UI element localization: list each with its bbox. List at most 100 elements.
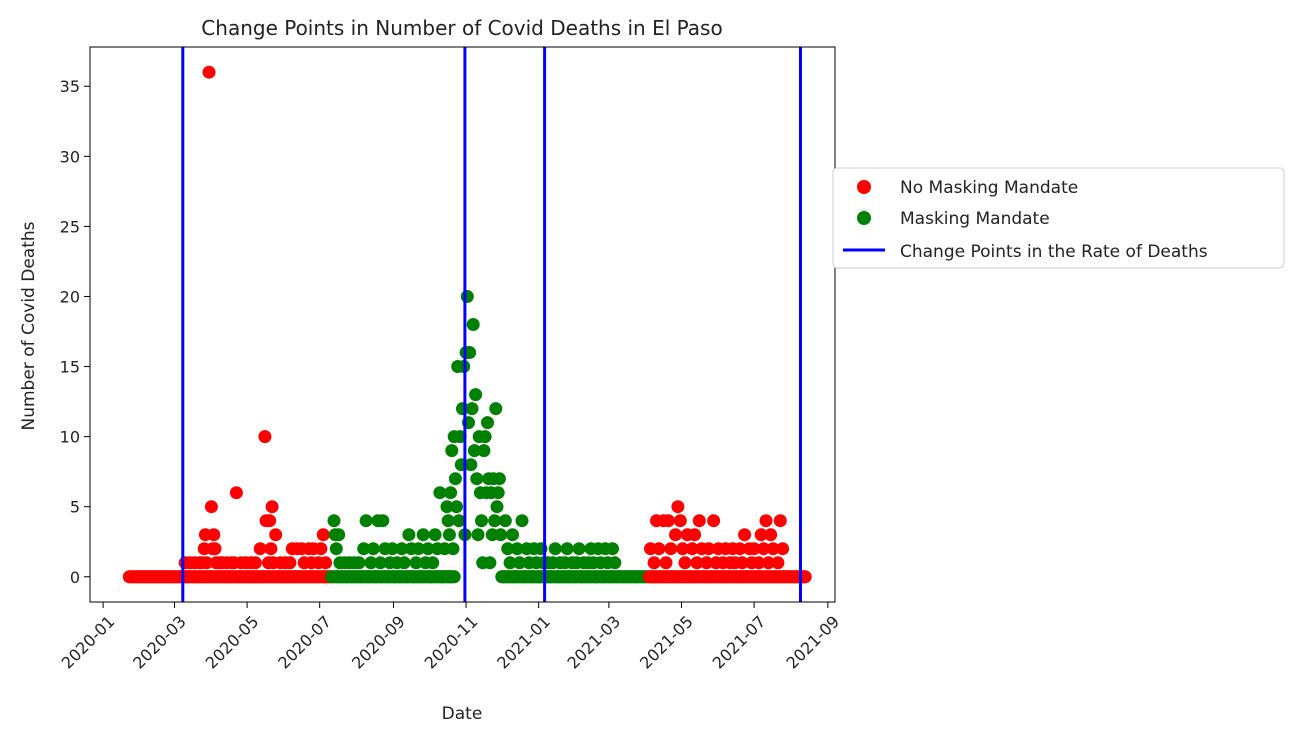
y-axis-label: Number of Covid Deaths bbox=[19, 221, 39, 430]
mask-point bbox=[475, 514, 488, 528]
y-tick-label: 20 bbox=[60, 287, 80, 306]
mask-point bbox=[503, 556, 517, 570]
no-mask-point bbox=[735, 556, 749, 570]
no-mask-point bbox=[263, 514, 277, 528]
mask-point bbox=[440, 500, 454, 514]
no-mask-point bbox=[283, 556, 297, 570]
mask-point bbox=[450, 500, 463, 514]
series-layer bbox=[122, 65, 812, 584]
no-mask-point bbox=[764, 528, 778, 542]
no-mask-point bbox=[688, 528, 702, 542]
no-mask-point bbox=[319, 556, 333, 570]
mask-point bbox=[447, 570, 461, 584]
x-axis-label: Date bbox=[442, 704, 483, 724]
no-mask-point bbox=[676, 542, 690, 556]
no-mask-point bbox=[229, 486, 243, 500]
no-mask-point bbox=[754, 528, 768, 542]
mask-point bbox=[490, 500, 504, 514]
mask-point bbox=[441, 514, 455, 528]
mask-point bbox=[445, 444, 459, 458]
mask-point bbox=[491, 486, 505, 500]
mask-point bbox=[376, 514, 390, 528]
no-mask-point bbox=[647, 556, 661, 570]
mask-point bbox=[452, 514, 466, 528]
no-mask-point bbox=[773, 514, 787, 528]
no-mask-point bbox=[692, 514, 706, 528]
mask-point bbox=[560, 542, 574, 556]
y-tick-label: 15 bbox=[60, 358, 80, 377]
mask-point bbox=[506, 528, 519, 542]
mask-point bbox=[433, 486, 447, 500]
mask-point bbox=[467, 444, 481, 458]
y-axis-ticks: 0 5 10 15 20 25 30 35 bbox=[60, 77, 90, 587]
no-mask-point bbox=[700, 556, 713, 570]
mask-point bbox=[453, 430, 467, 444]
mask-point bbox=[332, 528, 346, 542]
no-mask-point bbox=[314, 542, 328, 556]
mask-point bbox=[498, 514, 512, 528]
no-mask-point bbox=[669, 528, 682, 542]
mask-point bbox=[608, 556, 622, 570]
mask-point bbox=[481, 416, 494, 430]
mask-point bbox=[494, 528, 508, 542]
mask-point bbox=[412, 542, 425, 556]
mask-point bbox=[446, 542, 460, 556]
no-mask-point bbox=[661, 514, 675, 528]
no-mask-point bbox=[207, 528, 221, 542]
y-tick-label: 10 bbox=[60, 428, 80, 447]
legend: No Masking Mandate Masking Mandate Chang… bbox=[832, 167, 1285, 269]
mask-point bbox=[385, 542, 399, 556]
mask-point bbox=[364, 556, 378, 570]
mask-point bbox=[442, 528, 456, 542]
no-mask-point bbox=[664, 542, 678, 556]
mask-point bbox=[469, 388, 483, 402]
legend-label-mask: Masking Mandate bbox=[900, 209, 1050, 229]
mask-point bbox=[470, 472, 484, 486]
mask-point bbox=[488, 514, 502, 528]
mask-point bbox=[444, 486, 458, 500]
y-tick-label: 30 bbox=[60, 147, 80, 166]
mask-point bbox=[409, 556, 423, 570]
mask-point bbox=[421, 542, 435, 556]
mask-point bbox=[548, 542, 562, 556]
no-mask-point bbox=[258, 430, 272, 444]
y-tick-label: 5 bbox=[70, 498, 80, 517]
no-mask-point bbox=[208, 542, 222, 556]
no-mask-point bbox=[265, 500, 279, 514]
mask-point bbox=[483, 556, 497, 570]
no-mask-point bbox=[690, 556, 704, 570]
mask-point bbox=[366, 542, 380, 556]
mask-point bbox=[373, 556, 387, 570]
mask-point bbox=[395, 542, 409, 556]
mask-point bbox=[465, 402, 479, 416]
mask-point bbox=[428, 528, 442, 542]
legend-label-change-points: Change Points in the Rate of Deaths bbox=[900, 242, 1208, 262]
mask-point bbox=[359, 514, 373, 528]
no-mask-point bbox=[733, 542, 747, 556]
mask-point bbox=[606, 542, 619, 556]
legend-marker-mask bbox=[857, 211, 871, 225]
mask-point bbox=[402, 528, 416, 542]
mask-point bbox=[471, 528, 485, 542]
no-mask-point bbox=[264, 542, 278, 556]
mask-point bbox=[397, 556, 411, 570]
no-mask-point bbox=[685, 542, 699, 556]
no-mask-point bbox=[747, 542, 761, 556]
no-mask-point bbox=[248, 556, 262, 570]
no-mask-point bbox=[204, 500, 218, 514]
no-mask-point bbox=[202, 65, 216, 79]
mask-point bbox=[464, 458, 478, 472]
mask-point bbox=[501, 542, 515, 556]
legend-marker-no-mask bbox=[857, 180, 871, 194]
y-tick-label: 35 bbox=[60, 77, 80, 96]
no-mask-point bbox=[671, 500, 685, 514]
mask-point bbox=[448, 472, 462, 486]
no-mask-point bbox=[678, 556, 692, 570]
no-mask-point bbox=[776, 542, 790, 556]
no-mask-point bbox=[738, 528, 752, 542]
no-mask-point bbox=[707, 514, 721, 528]
mask-point bbox=[515, 514, 529, 528]
no-mask-point bbox=[200, 556, 214, 570]
